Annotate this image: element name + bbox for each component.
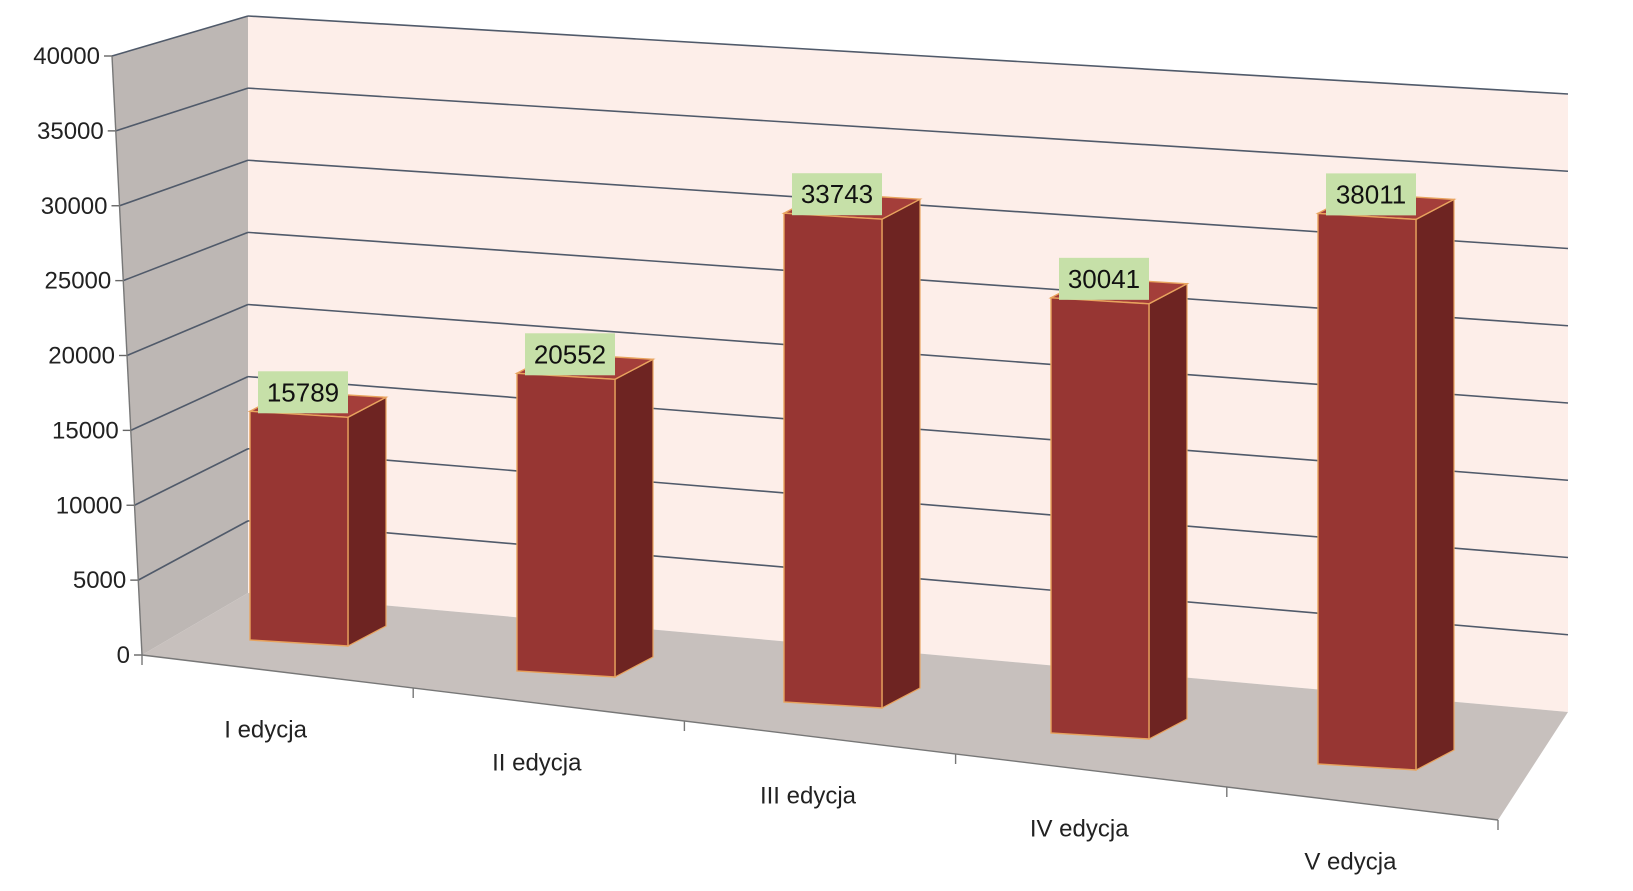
y-tick-label: 30000	[41, 193, 108, 220]
bar-front	[1317, 212, 1417, 771]
gridline-side	[122, 231, 249, 282]
x-category-label: IV edycja	[1030, 816, 1129, 843]
bar	[247, 390, 389, 647]
data-label: 38011	[1336, 179, 1406, 209]
gridline-side	[126, 303, 249, 357]
bar-front	[516, 372, 616, 678]
data-labels: 15789 20552 33743 30041 38011	[258, 173, 1416, 414]
gridline-side	[130, 375, 249, 432]
bar-front	[1050, 297, 1150, 740]
side-wall	[112, 16, 248, 655]
bar-side	[614, 358, 654, 678]
y-tick-label: 35000	[37, 118, 104, 145]
y-tick-label: 40000	[33, 43, 100, 70]
gridline-side	[119, 159, 249, 207]
bars	[247, 192, 1457, 771]
y-tick-label: 25000	[45, 268, 112, 295]
y-tick-label: 0	[117, 642, 130, 669]
data-label-bg	[792, 173, 882, 216]
y-tick-label: 15000	[52, 417, 119, 444]
data-label-bg	[1059, 257, 1149, 300]
data-label-bg	[1326, 173, 1416, 216]
bar-side	[1415, 198, 1455, 771]
bar-front	[783, 212, 883, 709]
gridline-side	[137, 520, 249, 581]
data-label-bg	[525, 333, 615, 376]
bar-front	[249, 410, 349, 647]
x-category-label: I edycja	[224, 717, 307, 744]
bar	[781, 192, 923, 709]
y-tick-label: 10000	[56, 492, 123, 519]
y-tick-label: 5000	[73, 567, 126, 594]
y-axis-ticks: 0 5000 10000 15000 20000 25000 30000 35000 40000	[33, 43, 143, 669]
bar-side	[881, 198, 921, 709]
gridline	[247, 15, 1569, 95]
data-label: 33743	[801, 179, 873, 209]
x-axis: I edycja II edycja III edycja IV edycja V ed…	[141, 654, 1499, 876]
gridline-side	[111, 15, 249, 57]
gridline-side	[115, 87, 249, 132]
data-label: 15789	[267, 377, 339, 407]
y-tick-label: 20000	[48, 343, 115, 370]
bar	[1048, 277, 1190, 740]
gridline	[247, 87, 1569, 173]
x-category-label: III edycja	[760, 783, 857, 810]
x-axis-line	[141, 654, 1499, 821]
gridline-side	[134, 448, 249, 506]
bar-side	[1148, 282, 1188, 740]
x-category-label: V edycja	[1304, 849, 1397, 876]
data-label-bg	[258, 371, 348, 414]
data-label: 20552	[534, 339, 606, 369]
bar-side	[347, 396, 387, 647]
bar	[514, 352, 656, 678]
data-label: 30041	[1068, 264, 1140, 294]
x-category-label: II edycja	[492, 750, 582, 777]
y-axis-line	[111, 55, 143, 656]
bar	[1315, 192, 1457, 771]
